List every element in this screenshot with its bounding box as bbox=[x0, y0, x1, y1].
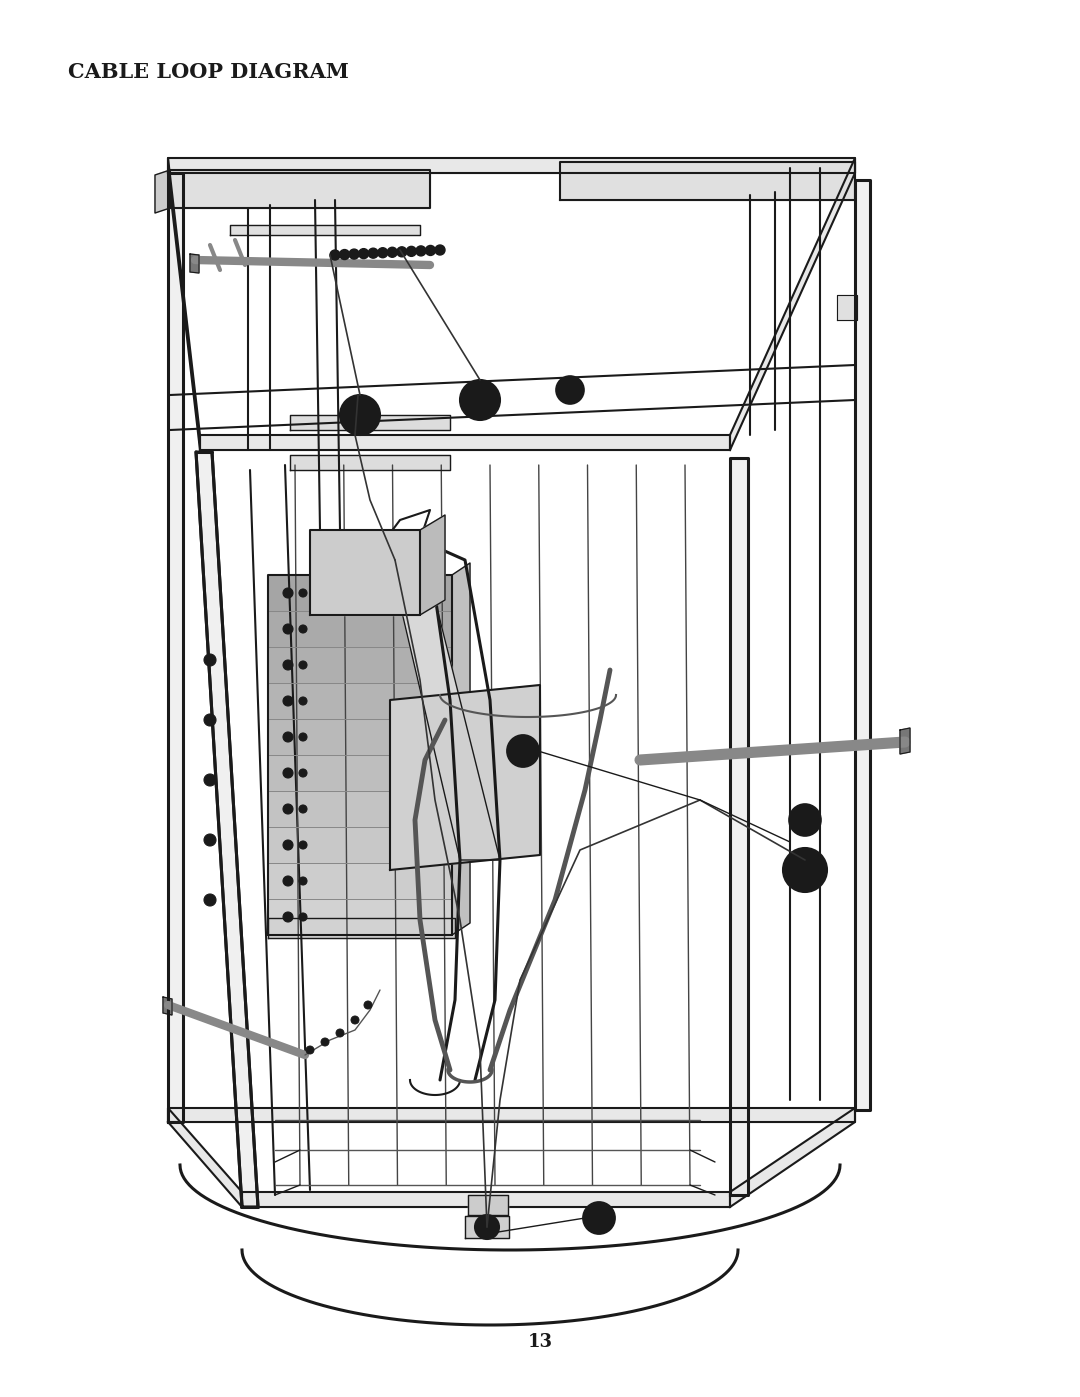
Polygon shape bbox=[420, 515, 445, 615]
Polygon shape bbox=[268, 827, 453, 863]
Polygon shape bbox=[168, 173, 183, 1122]
Polygon shape bbox=[168, 1108, 242, 1207]
Polygon shape bbox=[230, 225, 420, 235]
Polygon shape bbox=[310, 529, 420, 615]
Polygon shape bbox=[291, 415, 450, 430]
Circle shape bbox=[204, 894, 216, 907]
Polygon shape bbox=[268, 576, 453, 610]
Polygon shape bbox=[730, 458, 748, 1194]
Polygon shape bbox=[163, 997, 172, 1016]
Polygon shape bbox=[453, 563, 470, 935]
Circle shape bbox=[299, 661, 307, 669]
Text: 13: 13 bbox=[527, 1333, 553, 1351]
Circle shape bbox=[378, 247, 388, 257]
Polygon shape bbox=[468, 1194, 508, 1215]
Text: CABLE LOOP DIAGRAM: CABLE LOOP DIAGRAM bbox=[68, 61, 349, 82]
Polygon shape bbox=[390, 685, 540, 870]
Polygon shape bbox=[384, 541, 500, 861]
Circle shape bbox=[283, 659, 293, 671]
Polygon shape bbox=[855, 180, 870, 1111]
Polygon shape bbox=[268, 647, 453, 683]
Circle shape bbox=[283, 588, 293, 598]
Polygon shape bbox=[730, 1108, 855, 1207]
Polygon shape bbox=[156, 170, 170, 212]
Circle shape bbox=[583, 1201, 615, 1234]
Polygon shape bbox=[200, 434, 730, 450]
Circle shape bbox=[351, 407, 369, 425]
Polygon shape bbox=[561, 162, 855, 200]
Circle shape bbox=[396, 247, 407, 257]
Circle shape bbox=[556, 376, 584, 404]
Circle shape bbox=[460, 380, 500, 420]
Circle shape bbox=[283, 768, 293, 778]
Circle shape bbox=[299, 733, 307, 740]
Circle shape bbox=[306, 1046, 314, 1053]
Circle shape bbox=[299, 877, 307, 886]
Circle shape bbox=[299, 768, 307, 777]
Circle shape bbox=[364, 1002, 372, 1009]
Circle shape bbox=[349, 249, 359, 258]
Polygon shape bbox=[465, 1215, 509, 1238]
Circle shape bbox=[368, 249, 378, 258]
Polygon shape bbox=[268, 683, 453, 719]
Circle shape bbox=[299, 841, 307, 849]
Polygon shape bbox=[730, 158, 855, 450]
Circle shape bbox=[416, 246, 426, 256]
Circle shape bbox=[330, 250, 340, 260]
Polygon shape bbox=[190, 254, 199, 272]
Circle shape bbox=[204, 714, 216, 726]
Circle shape bbox=[359, 249, 368, 258]
Polygon shape bbox=[268, 918, 455, 937]
Text: 36: 36 bbox=[514, 745, 531, 757]
Circle shape bbox=[283, 696, 293, 705]
Circle shape bbox=[783, 848, 827, 893]
Circle shape bbox=[426, 246, 435, 256]
Circle shape bbox=[471, 391, 489, 409]
Circle shape bbox=[283, 805, 293, 814]
Circle shape bbox=[299, 805, 307, 813]
Polygon shape bbox=[837, 295, 858, 320]
Polygon shape bbox=[268, 610, 453, 647]
Circle shape bbox=[204, 834, 216, 847]
Circle shape bbox=[283, 876, 293, 886]
Polygon shape bbox=[168, 158, 200, 450]
Circle shape bbox=[406, 246, 417, 257]
Polygon shape bbox=[291, 455, 450, 469]
Polygon shape bbox=[168, 1108, 855, 1122]
Circle shape bbox=[351, 1016, 359, 1024]
Polygon shape bbox=[268, 863, 453, 900]
Circle shape bbox=[283, 840, 293, 849]
Circle shape bbox=[336, 1030, 345, 1037]
Polygon shape bbox=[242, 1192, 730, 1207]
Circle shape bbox=[435, 244, 445, 256]
Circle shape bbox=[321, 1038, 329, 1046]
Circle shape bbox=[795, 861, 815, 880]
Circle shape bbox=[283, 732, 293, 742]
Circle shape bbox=[507, 735, 539, 767]
Circle shape bbox=[299, 697, 307, 705]
Circle shape bbox=[204, 774, 216, 787]
Circle shape bbox=[339, 250, 350, 260]
Circle shape bbox=[388, 247, 397, 257]
Text: 35: 35 bbox=[591, 1211, 607, 1225]
Polygon shape bbox=[268, 754, 453, 791]
Polygon shape bbox=[900, 728, 910, 754]
Circle shape bbox=[299, 590, 307, 597]
Circle shape bbox=[789, 805, 821, 835]
Circle shape bbox=[798, 813, 812, 827]
Polygon shape bbox=[168, 158, 855, 173]
Polygon shape bbox=[195, 453, 258, 1207]
Circle shape bbox=[283, 912, 293, 922]
Polygon shape bbox=[170, 170, 430, 208]
Circle shape bbox=[482, 1222, 492, 1232]
Circle shape bbox=[475, 1215, 499, 1239]
Circle shape bbox=[299, 624, 307, 633]
Circle shape bbox=[204, 654, 216, 666]
Circle shape bbox=[299, 914, 307, 921]
Circle shape bbox=[340, 395, 380, 434]
Polygon shape bbox=[268, 719, 453, 754]
Circle shape bbox=[283, 624, 293, 634]
Polygon shape bbox=[268, 900, 453, 935]
Polygon shape bbox=[268, 791, 453, 827]
